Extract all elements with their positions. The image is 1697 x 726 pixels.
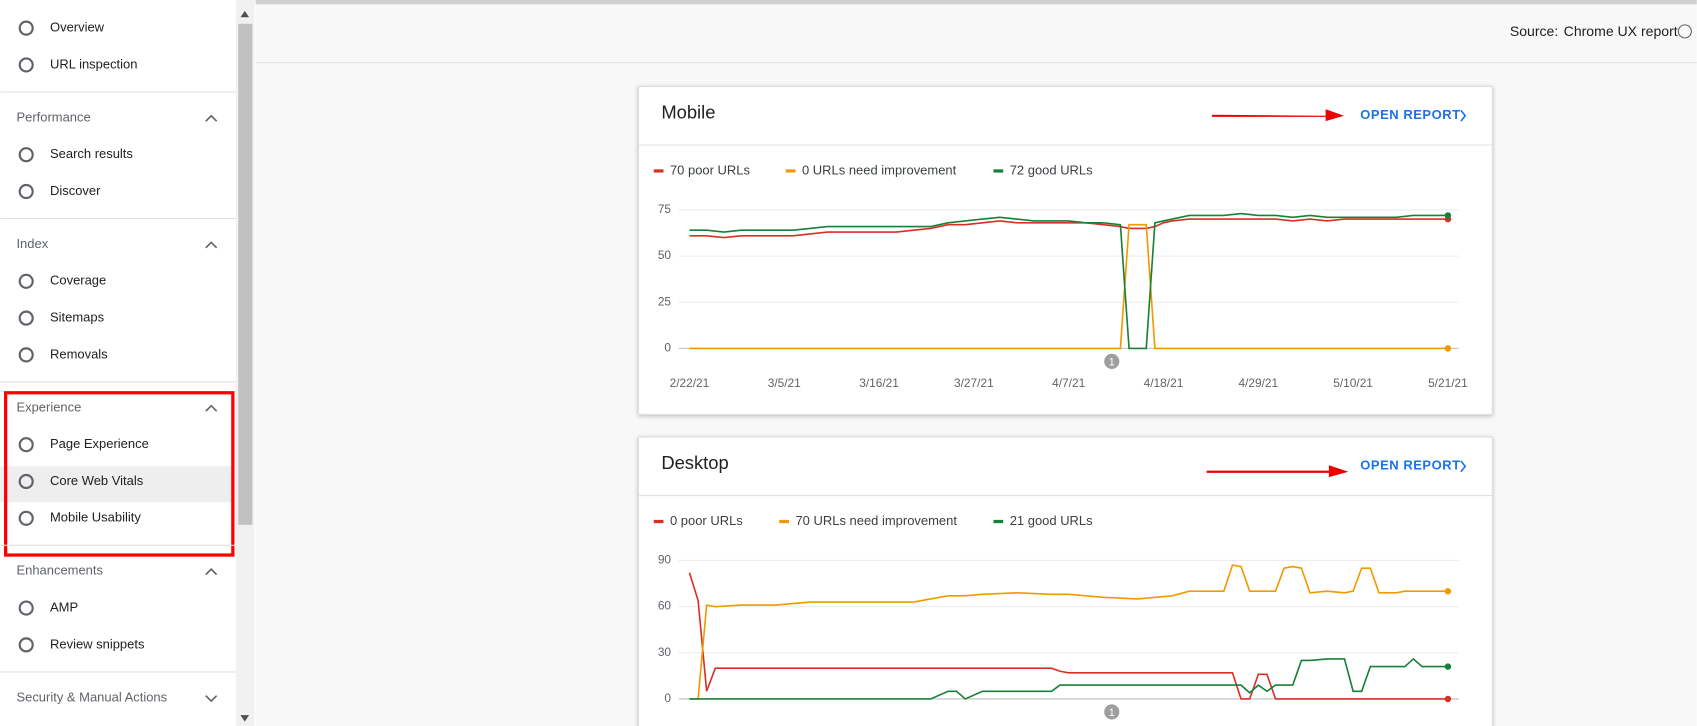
section-title[interactable]: Experience — [16, 399, 81, 414]
nav-icon — [18, 310, 34, 326]
open-report[interactable]: OPEN REPORT — [1360, 107, 1460, 122]
y-tick-label: 0 — [664, 691, 671, 705]
end-dot — [1444, 345, 1452, 352]
link-chevron[interactable] — [1460, 109, 1467, 122]
y-tick-label: 0 — [664, 341, 671, 355]
nav-item[interactable]: Overview — [50, 20, 105, 35]
x-tick-label: 4/29/21 — [1238, 376, 1278, 390]
nav-item[interactable]: Search results — [50, 146, 133, 161]
end-dot — [1444, 695, 1452, 703]
nav-icon — [18, 437, 34, 453]
legend-label[interactable]: 70 URLs need improvement — [795, 513, 957, 528]
nav-item[interactable]: Coverage — [50, 273, 106, 288]
nav-icon — [18, 273, 34, 289]
annotation-marker[interactable] — [1104, 353, 1120, 369]
y-tick-label: 75 — [658, 202, 672, 216]
nav-icon — [18, 510, 34, 526]
annotation-label: 1 — [1109, 707, 1115, 719]
section-title[interactable]: Index — [16, 236, 48, 251]
nav-icon — [18, 473, 34, 490]
legend-label[interactable]: 0 poor URLs — [670, 513, 743, 528]
highlight-box — [4, 391, 235, 557]
x-tick-label: 4/7/21 — [1052, 376, 1085, 390]
card-mobile — [638, 86, 1493, 415]
nav-icon — [18, 183, 34, 200]
annotation-label: 1 — [1109, 356, 1115, 368]
legend-label[interactable]: 70 poor URLs — [670, 162, 751, 177]
x-tick-label: 5/21/21 — [1428, 376, 1468, 390]
series-line — [689, 223, 1448, 350]
nav-item[interactable]: Page Experience — [50, 436, 149, 451]
series-line — [689, 218, 1448, 239]
open-report[interactable]: OPEN REPORT — [1360, 458, 1460, 473]
x-tick-label: 3/27/21 — [954, 376, 994, 390]
end-dot — [1444, 663, 1452, 670]
nav-icon — [18, 600, 34, 616]
scroll-thumb[interactable] — [238, 23, 253, 525]
section-title[interactable]: Enhancements — [16, 563, 103, 578]
nav-item[interactable]: Review snippets — [50, 636, 145, 651]
y-tick-label: 60 — [658, 599, 672, 613]
arrow — [1212, 109, 1345, 122]
section-title[interactable]: Security & Manual Actions — [16, 689, 167, 704]
arrow — [1206, 465, 1349, 478]
y-tick-label: 25 — [658, 294, 672, 308]
legend-label[interactable]: 72 good URLs — [1010, 162, 1093, 177]
top-shadow — [255, 0, 1697, 5]
link-chevron[interactable] — [1460, 460, 1467, 473]
nav-item[interactable]: Removals — [50, 346, 108, 361]
nav-item[interactable]: Mobile Usability — [50, 510, 141, 525]
legend-label[interactable]: 0 URLs need improvement — [802, 162, 957, 177]
y-tick-label: 30 — [658, 645, 672, 659]
x-tick-label: 5/10/21 — [1333, 376, 1373, 390]
chevron[interactable] — [205, 695, 218, 703]
chevron[interactable] — [205, 567, 218, 576]
series-line — [689, 657, 1448, 700]
x-tick-label: 3/16/21 — [859, 376, 899, 390]
nav-icon — [18, 637, 34, 653]
nav-icon — [18, 57, 34, 73]
nav-icon — [18, 147, 34, 163]
x-tick-label: 3/5/21 — [768, 376, 801, 390]
source-label: Source: — [1510, 23, 1558, 39]
y-tick-label: 90 — [658, 553, 672, 567]
x-tick-label: 2/22/21 — [670, 376, 710, 390]
end-dot — [1444, 587, 1452, 595]
series-line — [688, 572, 1448, 700]
selected-item-bg — [0, 466, 234, 503]
help-icon[interactable] — [1677, 24, 1692, 39]
nav-item[interactable]: URL inspection — [50, 56, 137, 71]
nav-item[interactable]: AMP — [50, 599, 78, 614]
card-desktop — [638, 436, 1493, 726]
legend-label[interactable]: 21 good URLs — [1010, 513, 1093, 528]
chevron[interactable] — [205, 404, 218, 412]
section-title[interactable]: Performance — [16, 109, 90, 124]
sidebar — [0, 0, 237, 726]
annotation-marker[interactable] — [1104, 704, 1120, 720]
nav-item[interactable]: Sitemaps — [50, 310, 105, 325]
nav-item[interactable]: Discover — [50, 183, 101, 198]
nav-icon — [18, 20, 34, 36]
series-line — [689, 564, 1448, 700]
card-title: Desktop — [661, 452, 728, 473]
nav-icon — [18, 347, 34, 363]
card-title: Mobile — [661, 101, 715, 122]
y-tick-label: 50 — [658, 248, 672, 262]
chevron[interactable] — [205, 241, 218, 249]
end-dot — [1444, 212, 1452, 219]
nav-item[interactable]: Core Web Vitals — [50, 473, 144, 488]
x-tick-label: 4/18/21 — [1144, 376, 1184, 390]
source-value[interactable]: Chrome UX report — [1564, 23, 1678, 39]
series-line — [689, 212, 1448, 350]
chevron[interactable] — [205, 114, 218, 122]
